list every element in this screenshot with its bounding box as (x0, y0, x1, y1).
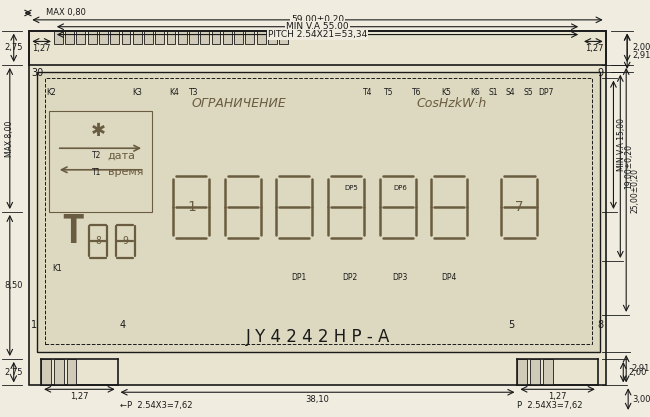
Text: T1: T1 (92, 168, 101, 177)
Text: 19,00±0,20: 19,00±0,20 (624, 144, 633, 189)
Bar (99, 30, 108, 44)
Text: DP7: DP7 (538, 88, 554, 97)
Bar (543, 359, 552, 385)
Text: 9: 9 (597, 68, 604, 78)
Text: дата: дата (108, 151, 136, 161)
Text: T6: T6 (411, 88, 421, 97)
Text: S1: S1 (488, 88, 498, 97)
Bar (517, 359, 527, 385)
Bar (268, 30, 277, 44)
Text: K5: K5 (441, 88, 451, 97)
Bar (223, 30, 232, 44)
Bar (200, 30, 209, 44)
Text: 3,00: 3,00 (632, 394, 650, 404)
Text: T: T (61, 213, 84, 251)
Bar (257, 30, 266, 44)
Text: 7: 7 (515, 200, 523, 214)
Text: ✱: ✱ (90, 122, 105, 140)
Bar (178, 30, 187, 44)
Text: 8: 8 (95, 236, 101, 246)
Text: DP3: DP3 (392, 273, 408, 282)
Bar (166, 30, 176, 44)
Text: K2: K2 (46, 88, 56, 97)
Bar (111, 30, 119, 44)
Text: 1,27: 1,27 (32, 44, 51, 53)
Text: MIN V.A 15,00: MIN V.A 15,00 (618, 118, 627, 171)
Text: T2: T2 (92, 151, 101, 160)
Text: DP2: DP2 (342, 273, 358, 282)
Text: K3: K3 (132, 88, 142, 97)
Bar (144, 30, 153, 44)
Text: 1,27: 1,27 (549, 392, 567, 401)
Text: 2,00: 2,00 (632, 43, 650, 52)
Text: CosHzkW·h: CosHzkW·h (417, 97, 487, 110)
Text: 5: 5 (508, 319, 515, 329)
Text: MAX 8,00: MAX 8,00 (5, 120, 14, 157)
Text: 1: 1 (187, 200, 195, 214)
Text: 30: 30 (31, 68, 44, 78)
Bar (37, 72, 600, 352)
Text: 2,75: 2,75 (4, 368, 22, 377)
Text: ОГРАНИЧЕНИЕ: ОГРАНИЧЕНИЕ (191, 97, 286, 110)
Text: 59,00±0,20: 59,00±0,20 (291, 15, 344, 24)
Bar (212, 30, 220, 44)
Text: K6: K6 (471, 88, 480, 97)
Text: DP1: DP1 (291, 273, 307, 282)
Text: K1: K1 (52, 264, 62, 273)
Bar (29, 30, 606, 385)
Text: MAX 0,80: MAX 0,80 (46, 8, 86, 18)
Text: J Y 4 2 4 2 H P - A: J Y 4 2 4 2 H P - A (246, 328, 391, 347)
Bar (133, 30, 142, 44)
Text: 25,00±0,20: 25,00±0,20 (630, 168, 639, 213)
Text: 38,10: 38,10 (306, 395, 330, 404)
Bar (54, 30, 62, 44)
Text: 8,50: 8,50 (4, 281, 22, 290)
Text: S4: S4 (506, 88, 515, 97)
Text: 4: 4 (120, 319, 125, 329)
Text: 2,00: 2,00 (628, 368, 647, 377)
Text: MIN V.A 55,00: MIN V.A 55,00 (286, 22, 349, 31)
Bar (189, 30, 198, 44)
Text: 9: 9 (122, 236, 128, 246)
Text: 1,27: 1,27 (70, 392, 88, 401)
Bar (280, 30, 288, 44)
Text: 1: 1 (31, 319, 38, 329)
Text: DP5: DP5 (344, 186, 358, 191)
Bar (88, 30, 97, 44)
Bar (122, 30, 131, 44)
Text: DP6: DP6 (393, 186, 407, 191)
Text: 2,91: 2,91 (631, 364, 649, 373)
Text: T3: T3 (189, 88, 199, 97)
Bar (41, 359, 51, 385)
Text: T5: T5 (384, 88, 394, 97)
Text: S5: S5 (523, 88, 533, 97)
Text: 2,91: 2,91 (632, 50, 650, 60)
Text: 8: 8 (597, 319, 604, 329)
Bar (155, 30, 164, 44)
Bar (65, 30, 74, 44)
Bar (45, 78, 592, 344)
Text: 1,27: 1,27 (584, 44, 603, 53)
Text: T4: T4 (363, 88, 372, 97)
Text: ←P  2.54X3=7,62: ←P 2.54X3=7,62 (120, 401, 192, 410)
Bar (67, 359, 77, 385)
Bar (234, 30, 243, 44)
Bar (77, 30, 85, 44)
Bar (530, 359, 540, 385)
Text: 2,75: 2,75 (4, 43, 22, 52)
Bar (49, 111, 152, 212)
Text: время: время (108, 167, 143, 177)
Bar (246, 30, 254, 44)
Text: PITCH 2.54X21=53,34: PITCH 2.54X21=53,34 (268, 30, 367, 39)
Bar (54, 359, 64, 385)
Text: K4: K4 (170, 88, 179, 97)
Text: P  2.54X3=7,62: P 2.54X3=7,62 (517, 401, 583, 410)
Text: DP4: DP4 (441, 273, 456, 282)
